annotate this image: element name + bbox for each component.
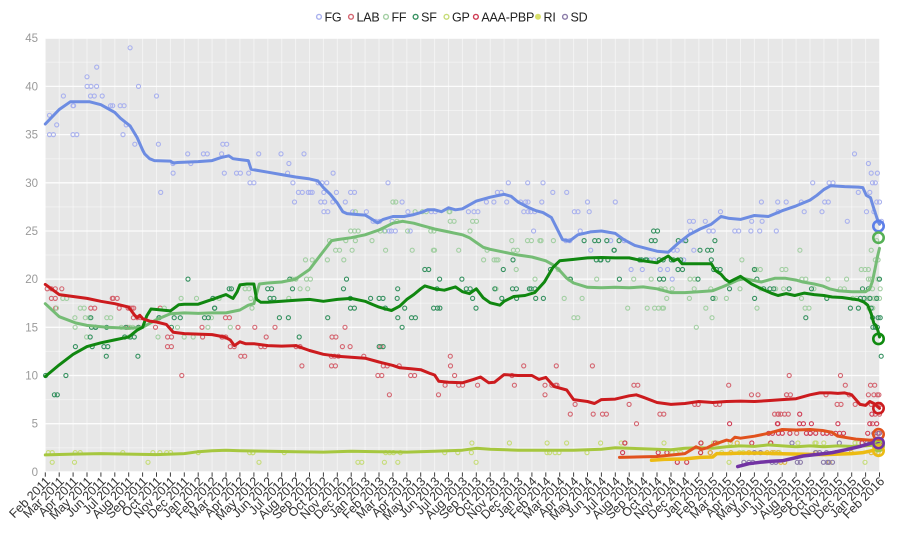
svg-text:SF: SF [421, 10, 437, 24]
svg-text:10: 10 [25, 371, 38, 383]
svg-text:LAB: LAB [357, 10, 380, 24]
svg-text:FF: FF [392, 10, 407, 24]
svg-text:25: 25 [25, 226, 38, 238]
svg-text:FG: FG [325, 10, 342, 24]
svg-text:45: 45 [25, 33, 38, 45]
svg-text:30: 30 [25, 178, 38, 190]
svg-text:AAA-PBP: AAA-PBP [481, 10, 534, 24]
svg-text:RI: RI [544, 10, 556, 24]
svg-text:GP: GP [452, 10, 470, 24]
svg-text:0: 0 [32, 467, 38, 479]
svg-text:15: 15 [25, 322, 38, 334]
svg-text:20: 20 [25, 274, 38, 286]
svg-text:5: 5 [32, 419, 38, 431]
svg-text:SD: SD [571, 10, 588, 24]
svg-text:35: 35 [25, 130, 38, 142]
svg-text:40: 40 [25, 81, 38, 93]
